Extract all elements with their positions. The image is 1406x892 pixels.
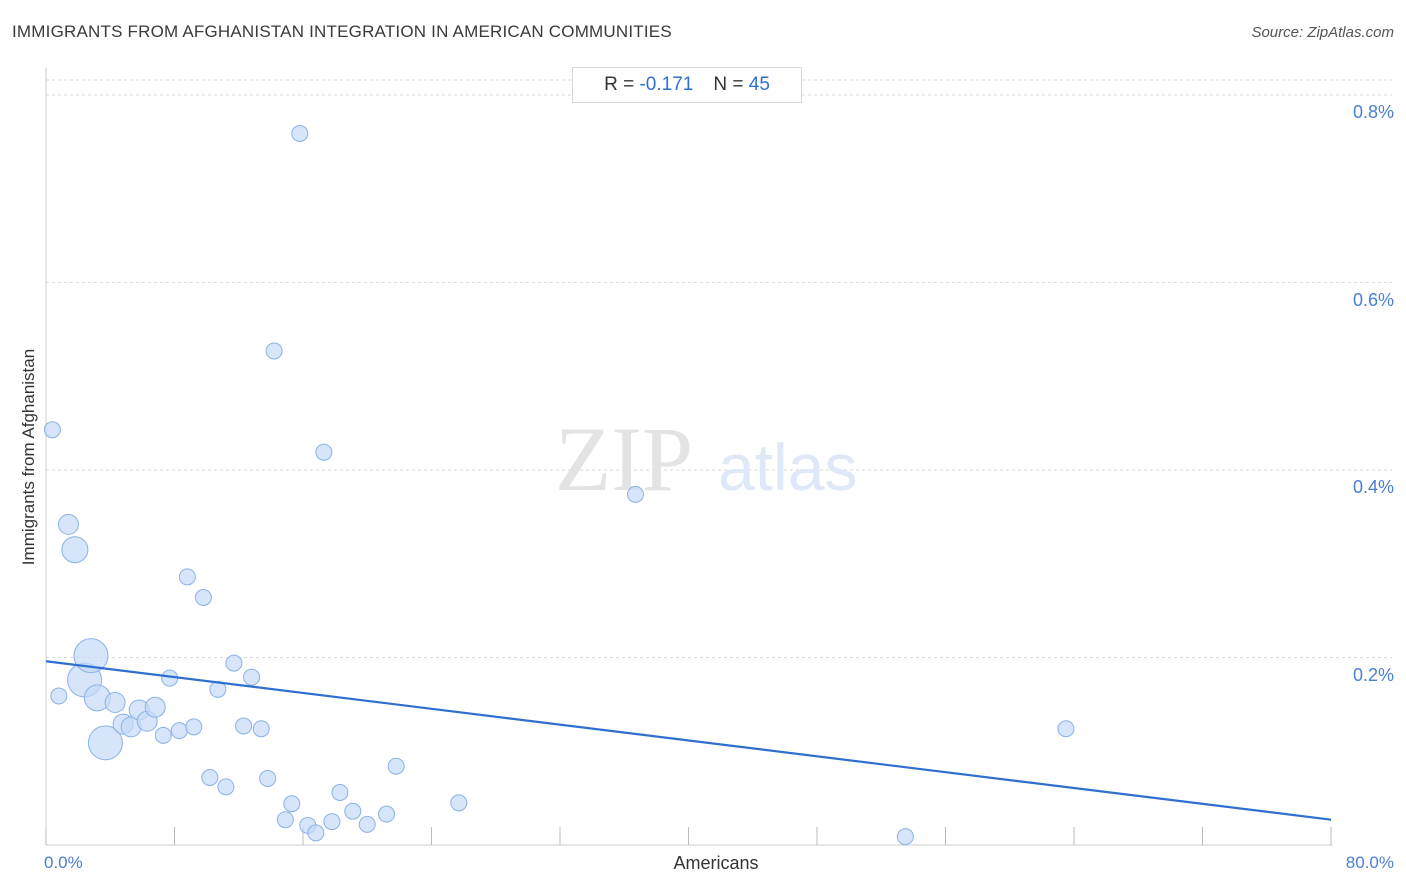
watermark: ZIP atlas	[555, 408, 857, 510]
data-point	[104, 692, 126, 713]
data-point	[358, 815, 376, 833]
svg-text:atlas: atlas	[718, 430, 857, 504]
chart-title: IMMIGRANTS FROM AFGHANISTAN INTEGRATION …	[12, 22, 672, 41]
data-point	[61, 536, 89, 564]
data-point	[378, 805, 396, 823]
n-label: N =	[713, 74, 744, 95]
y-tick-label: 0.8%	[1352, 102, 1394, 122]
data-point	[43, 421, 61, 439]
data-point	[1057, 720, 1075, 738]
data-point	[185, 718, 203, 736]
trend-line-group	[45, 660, 1332, 821]
data-point	[170, 722, 188, 740]
data-point	[178, 568, 196, 586]
grid-lines	[46, 79, 1392, 658]
data-point	[307, 824, 325, 842]
data-point	[896, 828, 914, 846]
axes	[45, 68, 1333, 846]
data-point	[87, 725, 123, 761]
y-axis-label: Immigrants from Afghanistan	[19, 348, 38, 566]
data-point	[235, 717, 253, 735]
data-point	[291, 124, 309, 142]
data-point	[323, 813, 341, 831]
data-point	[50, 687, 68, 705]
data-point	[276, 811, 294, 829]
data-point	[243, 668, 261, 686]
source-label: Source: ZipAtlas.com	[1251, 24, 1394, 41]
r-stat: R = -0.171	[604, 74, 693, 96]
r-label: R =	[604, 74, 635, 95]
data-point	[154, 726, 172, 744]
y-tick-label: 0.6%	[1352, 289, 1394, 310]
data-point	[73, 638, 109, 674]
x-tick-label-min: 0.0%	[44, 853, 83, 872]
data-point	[217, 778, 235, 796]
data-point	[225, 654, 243, 672]
data-points	[43, 124, 1075, 846]
data-point	[259, 769, 277, 787]
y-tick-label: 0.4%	[1352, 477, 1394, 497]
r-value: -0.171	[639, 74, 694, 95]
data-point	[252, 720, 270, 738]
y-tick-label: 0.2%	[1352, 664, 1394, 685]
n-value: 45	[748, 74, 770, 95]
data-point	[626, 485, 644, 503]
x-axis-label: Americans	[673, 853, 759, 873]
data-point	[315, 443, 333, 461]
data-point	[283, 795, 301, 813]
data-point	[344, 802, 362, 820]
data-point	[201, 769, 219, 786]
x-tick-label-max: 80.0%	[1345, 853, 1394, 872]
svg-text:ZIP: ZIP	[555, 408, 693, 510]
data-point	[57, 513, 79, 535]
stats-box: R = -0.171 N = 45	[572, 67, 802, 103]
trend-line	[45, 660, 1332, 821]
n-stat: N = 45	[713, 74, 770, 96]
data-point	[194, 589, 212, 606]
data-point	[331, 784, 349, 801]
data-point	[265, 342, 283, 360]
data-point	[144, 696, 166, 718]
data-point	[450, 794, 468, 812]
data-point	[387, 757, 405, 775]
